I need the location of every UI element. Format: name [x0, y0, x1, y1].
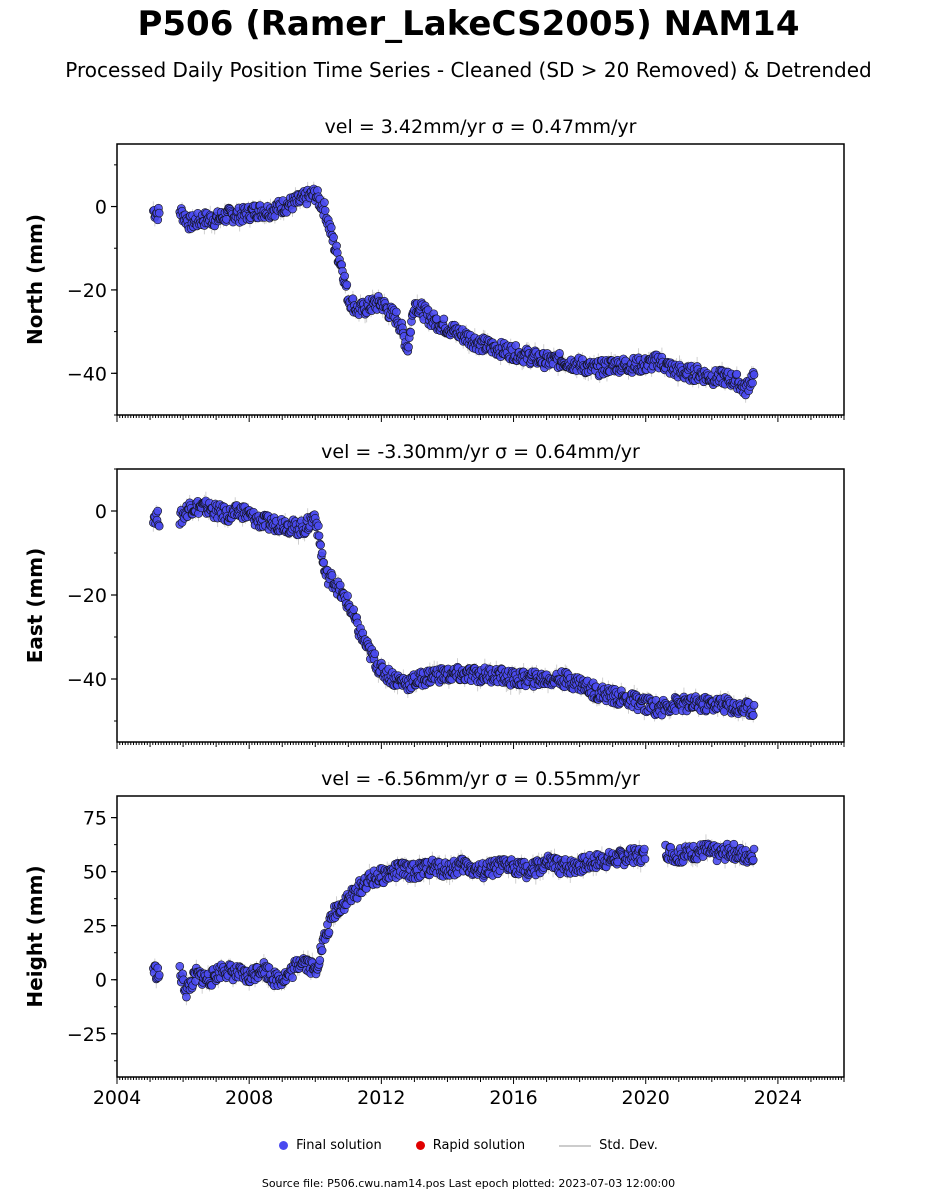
data-point: [288, 973, 297, 982]
data-point: [154, 208, 164, 218]
y-axis-label: Height (mm): [23, 865, 47, 1007]
data-point: [335, 580, 345, 590]
data-point: [329, 233, 338, 242]
data-point: [349, 605, 358, 614]
data-point: [640, 854, 650, 864]
data-point: [317, 946, 327, 955]
legend-final: Final solution: [279, 1138, 382, 1153]
y-tick-label: −40: [67, 363, 107, 385]
x-tick-label: 2020: [622, 1087, 670, 1109]
source-note: Source file: P506.cwu.nam14.pos Last epo…: [261, 1177, 676, 1190]
data-point: [315, 956, 325, 965]
legend-rapid-label: Rapid solution: [432, 1138, 526, 1153]
data-point: [392, 307, 401, 317]
y-tick-label: −20: [67, 280, 107, 302]
data-point: [154, 521, 164, 531]
data-point: [326, 223, 336, 232]
x-tick-label: 2008: [225, 1087, 273, 1109]
y-tick-label: −20: [67, 585, 107, 607]
data-point: [439, 314, 449, 324]
data-point: [370, 649, 380, 658]
data-point: [639, 844, 649, 854]
plot-frame: [116, 143, 845, 416]
std-dev-swatch: [559, 1144, 592, 1147]
legend-rapid: Rapid solution: [415, 1138, 526, 1153]
data-point: [317, 548, 327, 558]
y-axis-label: East (mm): [23, 548, 47, 664]
data-point: [175, 961, 185, 971]
data-point: [340, 271, 349, 281]
data-point: [748, 710, 758, 720]
data-point: [182, 992, 191, 1002]
x-tick-label: 2024: [754, 1087, 802, 1109]
data-point: [555, 349, 564, 358]
data-point: [406, 327, 416, 337]
x-tick-label: 2012: [357, 1087, 405, 1109]
data-point: [314, 531, 324, 541]
data-point: [749, 844, 759, 854]
y-tick-label: −40: [67, 669, 107, 691]
data-point: [154, 970, 164, 980]
data-point: [342, 280, 352, 290]
y-tick-label: 25: [83, 916, 107, 938]
data-point: [327, 571, 337, 580]
y-tick-label: 0: [95, 197, 107, 219]
chart-subtitle: Processed Daily Position Time Series - C…: [65, 58, 872, 82]
chart-title: P506 (Ramer_LakeCS2005) NAM14: [137, 4, 800, 44]
data-point: [343, 591, 352, 601]
data-point: [748, 378, 757, 388]
y-tick-label: 75: [83, 808, 107, 830]
data-point: [749, 370, 759, 380]
panel-title: vel = 3.42mm/yr σ = 0.47mm/yr: [325, 116, 637, 138]
data-point: [404, 342, 413, 352]
data-point: [153, 963, 163, 973]
x-tick-label: 2016: [489, 1087, 537, 1109]
data-point: [511, 341, 521, 350]
final-solution-marker: [279, 1141, 289, 1150]
legend-std-label: Std. Dev.: [599, 1138, 658, 1153]
legend: Final solution Rapid solution Std. Dev.: [0, 1138, 937, 1153]
legend-std: Std. Dev.: [559, 1138, 658, 1153]
data-point: [732, 369, 742, 379]
data-point: [320, 198, 329, 207]
y-tick-label: 0: [95, 970, 107, 992]
x-tick-label: 2004: [93, 1087, 141, 1109]
data-point: [153, 506, 163, 516]
y-axis-label: North (mm): [23, 214, 47, 345]
y-tick-label: 50: [83, 862, 107, 884]
panel-title: vel = -3.30mm/yr σ = 0.64mm/yr: [321, 441, 640, 463]
y-tick-label: 0: [95, 501, 107, 523]
data-point: [316, 540, 325, 550]
rapid-solution-marker: [415, 1141, 425, 1150]
data-point: [314, 521, 323, 531]
y-tick-label: −25: [67, 1024, 107, 1046]
data-point: [748, 855, 758, 865]
time-series-plots: vel = 3.42mm/yr σ = 0.47mm/yr North (mm) 0…: [23, 116, 845, 1109]
data-point: [324, 928, 334, 937]
data-point: [319, 558, 328, 567]
plot-frame: [116, 795, 845, 1078]
panel-title: vel = -6.56mm/yr σ = 0.55mm/yr: [321, 768, 640, 790]
data-point: [749, 700, 759, 710]
data-point: [320, 206, 330, 215]
legend-final-label: Final solution: [296, 1138, 382, 1153]
